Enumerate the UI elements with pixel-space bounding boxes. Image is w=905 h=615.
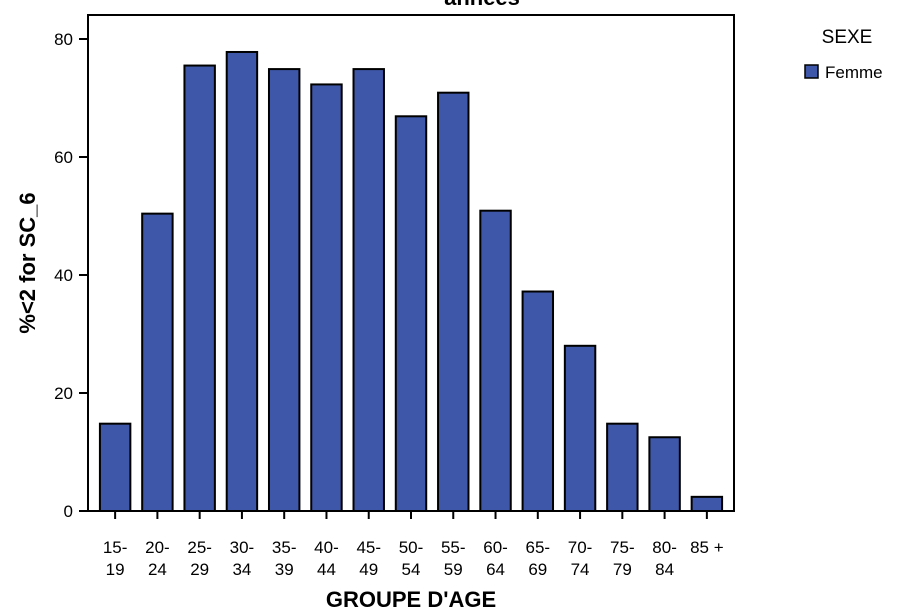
y-tick-label: 20 xyxy=(54,384,73,403)
bar xyxy=(521,290,555,512)
legend: SEXE Femme xyxy=(804,27,883,82)
bar xyxy=(98,422,132,512)
x-tick-label: 64 xyxy=(486,560,505,579)
bar xyxy=(479,209,512,512)
x-tick-label: 84 xyxy=(655,560,674,579)
x-tick-label: 80- xyxy=(652,538,677,557)
y-tick-label: 40 xyxy=(54,266,73,285)
legend-title: SEXE xyxy=(822,27,873,48)
legend-swatch-femme xyxy=(804,64,819,79)
x-tick-label: 19 xyxy=(106,560,125,579)
x-tick-label: 50- xyxy=(399,538,424,557)
bar xyxy=(310,83,343,513)
x-tick-label: 35- xyxy=(272,538,297,557)
legend-label-femme: Femme xyxy=(825,63,883,82)
bar xyxy=(267,68,301,512)
bar xyxy=(690,495,724,512)
bar xyxy=(437,91,470,512)
x-tick-label: 45- xyxy=(356,538,381,557)
x-tick-label: 70- xyxy=(568,538,593,557)
y-axis-label: %<2 for SC_6 xyxy=(15,192,40,333)
y-tick-label: 60 xyxy=(54,148,73,167)
x-tick-label: 59 xyxy=(444,560,463,579)
x-tick-label: 54 xyxy=(402,560,421,579)
y-tick-label: 0 xyxy=(64,502,73,521)
x-tick-label: 65- xyxy=(526,538,551,557)
x-tick-label: 75- xyxy=(610,538,635,557)
chart-title: années xyxy=(444,0,520,10)
bars xyxy=(98,50,724,513)
x-tick-label: 20- xyxy=(145,538,170,557)
x-tick-label: 79 xyxy=(613,560,632,579)
x-tick-label: 24 xyxy=(148,560,167,579)
bar xyxy=(394,115,428,512)
bar xyxy=(225,50,259,512)
bar xyxy=(563,344,597,512)
x-tick-label: 29 xyxy=(190,560,209,579)
bar xyxy=(606,422,639,512)
bar xyxy=(141,212,174,512)
x-tick-label: 69 xyxy=(528,560,547,579)
bar xyxy=(648,436,681,512)
x-tick-label: 25- xyxy=(187,538,212,557)
y-axis: 0 20 40 60 80 xyxy=(54,30,88,521)
x-tick-label: 49 xyxy=(359,560,378,579)
x-tick-label: 15- xyxy=(103,538,128,557)
x-tick-label: 39 xyxy=(275,560,294,579)
y-tick-label: 80 xyxy=(54,30,73,49)
x-axis-label: GROUPE D'AGE xyxy=(326,587,496,612)
x-tick-label: 30- xyxy=(230,538,255,557)
x-tick-label: 44 xyxy=(317,560,336,579)
bar xyxy=(183,64,216,513)
x-tick-label: 40- xyxy=(314,538,339,557)
x-tick-label: 74 xyxy=(571,560,590,579)
bar xyxy=(352,68,385,512)
x-tick-label: 85 + xyxy=(690,538,724,557)
x-axis: 15- 19 20- 24 25- 29 30- 34 35- 39 40- 44 45- 49 50- 54… xyxy=(103,511,724,579)
x-tick-label: 55- xyxy=(441,538,466,557)
x-tick-label: 60- xyxy=(483,538,508,557)
x-tick-label: 34 xyxy=(232,560,251,579)
